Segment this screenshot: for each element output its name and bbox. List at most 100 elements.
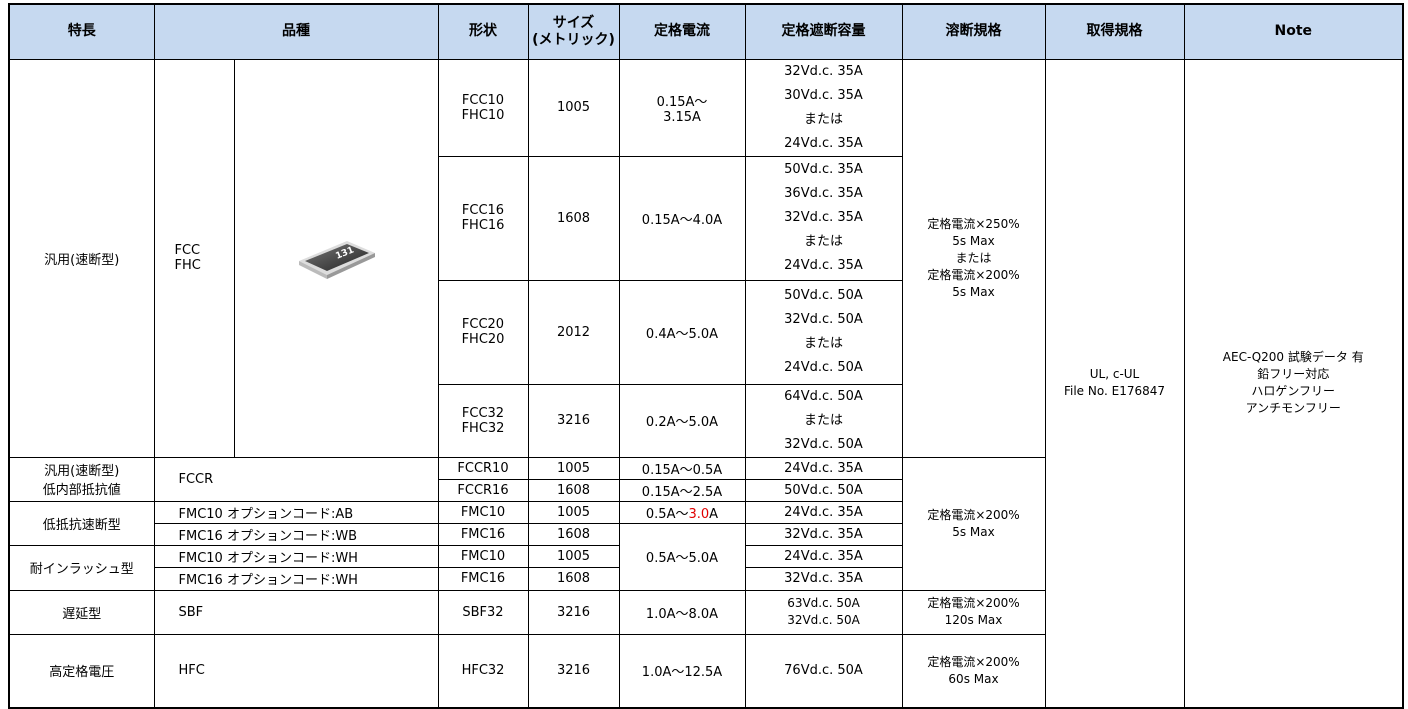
shape: FMC16 [437,566,529,591]
size: 1005 [527,500,620,524]
current: 0.5A～5.0A [618,522,746,591]
header-cell: 品種 [153,3,439,60]
current-part: A [709,506,719,522]
variety: FCCR [153,456,439,502]
header-cell: サイズ (メトリック) [527,3,620,60]
current: 0.15A～0.5A [618,456,746,480]
header-row: 特長 品種 形状 サイズ (メトリック) 定格電流 定格遮断容量 溶断規格 取得規… [8,3,1404,60]
breaking: 76Vd.c. 50A [744,633,903,709]
cell-line: または [955,250,992,265]
cell-line: 32Vd.c. 50A [784,436,863,452]
row: FCC16 FHC16 1608 0.15A～4.0A 50Vd.c. 35A 36… [9,155,1403,281]
row: FCC32 FHC32 3216 0.2A～5.0A 64Vd.c. 50A または… [9,383,1403,458]
cell-line: FHC20 [461,332,505,347]
cell-line: 定格電流×200% [927,507,1020,522]
breaking: 50Vd.c. 35A 36Vd.c. 35A 32Vd.c. 35A または 24Vd… [744,155,903,281]
breaking: 32Vd.c. 35A 30Vd.c. 35A または 24Vd.c. 35A [744,58,903,157]
current: 1.0A～12.5A [618,633,746,709]
current-part-highlight: 3.0 [688,506,710,522]
breaking: 50Vd.c. 50A [744,478,903,502]
cell-line: 24Vd.c. 35A [784,258,863,273]
size: 2012 [527,279,620,385]
current: 0.5A～3.0A [618,500,746,524]
shape: FCC20 FHC20 [437,279,529,385]
size: 1608 [527,155,620,281]
size: 1005 [527,456,620,480]
feature: 高定格電圧 [8,633,155,709]
cell-line: FHC [174,258,201,273]
current: 0.2A～5.0A [618,383,746,458]
cell-line: AEC-Q200 試験データ 有 [1222,350,1364,365]
current: 1.0A～8.0A [618,589,746,635]
breaking: 50Vd.c. 50A 32Vd.c. 50A または 24Vd.c. 50A [744,279,903,385]
cell-line: ハロゲンフリー [1251,384,1336,399]
cell-line: 63Vd.c. 50A [787,596,860,610]
cell-line: または [803,234,843,249]
cell-line: 120s Max [944,613,1003,627]
cell-line: FHC10 [461,107,505,123]
size: 1005 [527,58,620,157]
shape: FCCR10 [437,456,529,480]
variety: HFC [153,633,439,709]
header-cell: 定格遮断容量 [744,3,903,60]
cell-line: FCC20 [461,317,505,332]
size: 1608 [527,478,620,502]
header-cell: Note [1183,3,1404,60]
feature: 遅延型 [8,589,155,635]
cell-line: 低内部抵抗値 [42,483,121,498]
header-cell: 定格電流 [618,3,746,60]
cell-line: 定格電流×250% [927,216,1020,231]
feature: 汎用(速断型) 低内部抵抗値 [8,456,155,502]
shape: HFC32 [437,633,529,709]
shape: FCC32 FHC32 [437,383,529,458]
current: 0.15A～2.5A [618,478,746,502]
variety: FCC FHC [153,58,235,458]
size: 1608 [527,566,620,591]
row: 汎用(速断型) FCC FHC 131 FCC10 FHC10 1005 0.15A… [8,58,1404,709]
cell-line: 24Vd.c. 35A [784,135,863,151]
row: FMC16 オプションコード:WB FMC16 1608 0.5A～5.0A 3… [9,522,1403,591]
cell-line: 32Vd.c. 35A [784,210,863,225]
feature: 汎用(速断型) [8,58,155,458]
cell-line: 0.15A～ [656,94,708,110]
cell-line: 50Vd.c. 35A [784,162,863,177]
cell-line: または [803,111,843,127]
cell-line: (メトリック) [532,31,615,48]
cell-line: 鉛フリー対応 [1257,367,1330,382]
cell-line: 30Vd.c. 35A [784,87,863,103]
shape: FMC10 [437,500,529,524]
breaking: 64Vd.c. 50A または 32Vd.c. 50A [744,383,903,458]
feature: 耐インラッシュ型 [8,544,155,591]
variety: FMC10 オプションコード:WH [153,544,439,568]
variety: SBF [153,589,439,635]
shape: FMC16 [437,522,529,546]
cell-line: 5s Max [952,284,995,299]
cell-line: 50Vd.c. 50A [784,288,863,303]
cell-line: 64Vd.c. 50A [784,388,863,404]
note: AEC-Q200 試験データ 有鉛フリー対応 ハロゲンフリー アンチモンフリー [1183,58,1404,709]
fusing: 定格電流×200% 5s Max [901,456,1046,591]
size: 3216 [527,589,620,635]
cell-line: 定格電流×200% [927,654,1020,669]
cell-line: 32Vd.c. 35A [784,63,863,79]
certification: UL, c-UL File No. E176847 [1044,58,1185,709]
cell-line: 32Vd.c. 50A [787,613,860,627]
header-cell: 取得規格 [1044,3,1185,60]
header-cell: 形状 [437,3,529,60]
fusing: 定格電流×250% 5s Max または 定格電流×200% 5s Max [901,58,1046,458]
shape: SBF32 [437,589,529,635]
row: 高定格電圧 HFC HFC32 3216 1.0A～12.5A 76Vd.c. … [8,633,1403,709]
fusing: 定格電流×200% 120s Max [901,589,1046,635]
cell-line: 32Vd.c. 50A [784,312,863,327]
breaking: 24Vd.c. 35A [744,456,903,480]
shape: FCC16 FHC16 [437,155,529,281]
variety: FMC16 オプションコード:WH [153,566,439,591]
cell-line: 汎用(速断型) [44,464,120,479]
feature: 低抵抗速断型 [8,500,155,546]
fusing: 定格電流×200% 60s Max [901,633,1046,709]
breaking: 32Vd.c. 35A [744,566,903,591]
cell-line: File No. E176847 [1063,384,1166,399]
shape: FMC10 [437,544,529,568]
shape: FCC10 FHC10 [437,58,529,157]
